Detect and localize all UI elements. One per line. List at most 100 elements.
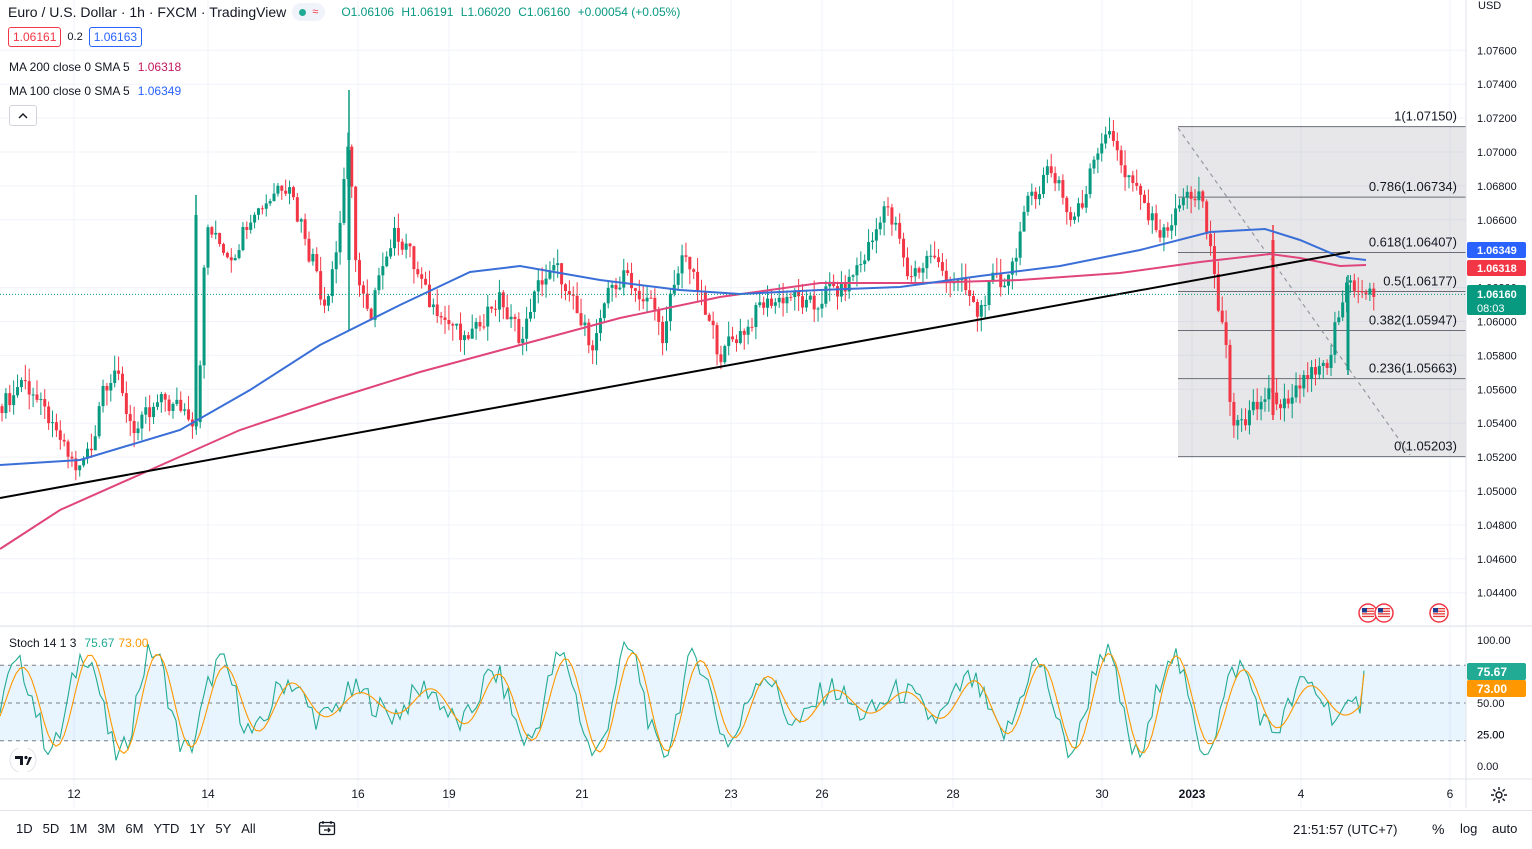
trendline[interactable]: [0, 251, 1466, 499]
candle-body: [1228, 344, 1232, 402]
gear-icon[interactable]: [1490, 786, 1508, 804]
candle-body: [295, 197, 299, 222]
candle-body: [1038, 194, 1042, 200]
currency-label[interactable]: USD: [1478, 0, 1502, 12]
market-status[interactable]: ≈: [292, 3, 326, 21]
candle-body: [1306, 375, 1310, 379]
candle-body: [497, 292, 501, 310]
range-5d[interactable]: 5D: [42, 821, 60, 836]
percent-toggle[interactable]: %: [1432, 821, 1445, 837]
candle-body: [342, 179, 346, 223]
candle-body: [486, 306, 490, 327]
candle-body: [878, 222, 882, 230]
economic-events[interactable]: [1358, 603, 1449, 623]
candle-body: [420, 274, 424, 279]
candle-body: [1088, 168, 1092, 195]
candle-body: [319, 271, 323, 300]
candle-body: [1247, 410, 1251, 426]
candle-body: [439, 316, 443, 318]
last-price-badge: 1.06160 08:03: [1467, 285, 1526, 315]
candle-body: [513, 316, 517, 319]
candle-body: [633, 288, 637, 291]
candle-body: [89, 448, 93, 451]
tradingview-logo-icon[interactable]: [9, 748, 37, 772]
candle-body: [459, 323, 463, 341]
time-tick-label: 4: [1298, 787, 1305, 801]
range-5y[interactable]: 5Y: [215, 821, 232, 836]
candle-body: [1096, 153, 1100, 160]
candle-body: [563, 284, 567, 292]
candle-body: [933, 255, 937, 258]
stochastic-legend[interactable]: Stoch 14 1 3 75.67 73.00: [9, 636, 148, 650]
time-tick-label: 19: [442, 787, 456, 801]
candle-body: [1158, 230, 1162, 238]
candle-body: [1041, 174, 1045, 195]
candle-body: [1014, 257, 1018, 262]
range-1d[interactable]: 1D: [16, 821, 33, 836]
candle-body: [902, 238, 906, 258]
candle-body: [723, 346, 727, 363]
range-1y[interactable]: 1Y: [189, 821, 206, 836]
candle-body: [548, 270, 552, 279]
candle-body: [532, 291, 536, 312]
candle-body: [1139, 185, 1143, 195]
candle-body: [579, 313, 583, 326]
candle-body: [1022, 211, 1026, 232]
candle-body: [975, 301, 979, 317]
candle-body: [812, 295, 816, 310]
range-ytd[interactable]: YTD: [153, 821, 180, 836]
date-range-icon[interactable]: [318, 820, 336, 836]
candle-body: [777, 297, 781, 303]
range-6m[interactable]: 6M: [125, 821, 144, 836]
candle-body: [4, 393, 8, 414]
candle-body: [972, 296, 976, 302]
ma100-value: 1.06349: [137, 84, 182, 98]
us-flag-event-icon[interactable]: [1429, 603, 1449, 623]
flag-stripe: [1362, 608, 1374, 610]
candle-body: [715, 325, 719, 355]
range-all[interactable]: All: [241, 821, 256, 836]
candle-body: [937, 257, 941, 263]
flag-stripe: [1378, 608, 1390, 610]
candle-body: [373, 290, 377, 320]
candle-body: [591, 345, 595, 351]
us-flag-event-icon[interactable]: [1374, 603, 1394, 623]
candle-body: [443, 317, 447, 320]
time-axis[interactable]: 12 14 16 19 21 23 26 28 30 2023 4 6: [0, 778, 1532, 801]
flag-stripe: [1378, 610, 1390, 612]
log-toggle[interactable]: log: [1460, 821, 1478, 836]
candle-body: [435, 304, 439, 317]
candle-body: [758, 302, 762, 306]
range-3m[interactable]: 3M: [97, 821, 116, 836]
candle-body: [171, 403, 175, 411]
candle-body: [1271, 240, 1275, 415]
time-tick-label: 6: [1447, 787, 1454, 801]
auto-toggle[interactable]: auto: [1492, 821, 1518, 836]
candle-body: [769, 298, 773, 306]
price-axis[interactable]: 1.07600 1.07400 1.07200 1.07000 1.06800 1.066…: [1465, 0, 1526, 808]
ma100-badge-bg: [1467, 242, 1526, 258]
sell-button[interactable]: 1.06161: [8, 27, 62, 47]
fibonacci-retracement[interactable]: 1(1.07150) 0.786(1.06734) 0.618(1.06407) 0.…: [1177, 109, 1466, 458]
ma100-legend[interactable]: MA 100 close 0 SMA 5 1.06349: [9, 84, 181, 98]
candle-body: [824, 286, 828, 304]
price-tick-label: 1.07000: [1477, 147, 1517, 159]
time-tick-label: 30: [1095, 787, 1109, 801]
candle-body: [1317, 365, 1321, 375]
symbol-title[interactable]: Euro / U.S. Dollar · 1h · FXCM · Trading…: [8, 4, 287, 20]
candle-body: [890, 207, 894, 225]
clock-display[interactable]: 21:51:57 (UTC+7): [1293, 822, 1398, 837]
candle-body: [233, 258, 237, 261]
candle-body: [194, 215, 198, 425]
candle-body: [16, 387, 20, 396]
candle-body: [793, 291, 797, 297]
collapse-legend-button[interactable]: [9, 105, 37, 126]
candle-body: [51, 422, 55, 424]
ma100-line: [0, 227, 1367, 466]
ma200-legend[interactable]: MA 200 close 0 SMA 5 1.06318: [9, 60, 181, 74]
candle-body: [210, 227, 214, 235]
buy-button[interactable]: 1.06163: [88, 27, 143, 47]
candle-body: [1259, 401, 1263, 410]
range-1m[interactable]: 1M: [69, 821, 88, 836]
